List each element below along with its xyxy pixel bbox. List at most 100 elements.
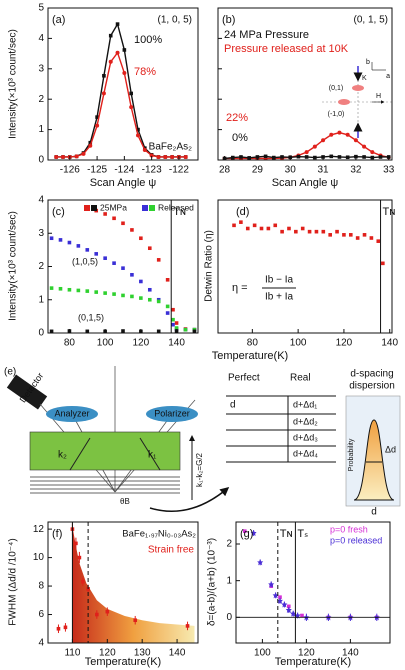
x-tick-label: 120	[99, 648, 116, 659]
panel-label: (g)	[240, 528, 253, 540]
marker	[348, 233, 353, 237]
marker	[147, 246, 152, 251]
plot-area	[54, 22, 188, 159]
axes-frame	[217, 199, 393, 334]
marker	[139, 236, 143, 241]
marker	[103, 291, 107, 295]
marker	[77, 555, 82, 560]
marker	[136, 127, 140, 132]
marker	[250, 530, 257, 536]
marker	[355, 236, 360, 240]
planes	[226, 395, 336, 463]
x-tick-label: 33	[383, 165, 395, 176]
marker	[280, 229, 284, 234]
marker	[362, 233, 367, 237]
marker	[54, 154, 59, 159]
marker	[136, 133, 140, 138]
x-tick-label: 140	[342, 648, 359, 659]
marker	[94, 290, 99, 294]
y-axis-label: δ=(a-b)/(a+b) (10⁻³)	[207, 538, 218, 626]
annotation: (1, 0, 5)	[158, 15, 192, 26]
marker	[252, 223, 257, 228]
y-tick-label: 2	[38, 261, 44, 272]
marker	[345, 132, 350, 137]
annotation: (0,1,5)	[78, 312, 104, 322]
plot-area	[56, 523, 195, 643]
real-label: Real	[290, 373, 311, 384]
annotation: Ib − Ia	[265, 275, 294, 286]
marker	[85, 289, 90, 293]
marker	[266, 226, 271, 231]
analyzer-label: Analyzer	[54, 408, 89, 418]
chart: 28 29 30 31 32 33 (0, 1, 5) 24 MPa Pressure Pres…	[217, 7, 395, 189]
plot-area	[49, 205, 197, 333]
marker	[342, 233, 346, 237]
marker	[76, 244, 81, 248]
annotation: 22%	[226, 112, 248, 124]
distribution	[353, 419, 395, 501]
chart: 80 100 120 140 Tɴ η = Ib − Ia Ib + Ia (d) Tempera…	[204, 199, 398, 362]
marker	[280, 155, 284, 159]
marker	[376, 239, 381, 243]
x-tick-label: 120	[298, 648, 315, 659]
marker	[192, 329, 197, 333]
marker	[329, 132, 334, 137]
line	[56, 22, 186, 158]
x-tick-label: 140	[381, 338, 398, 349]
marker	[312, 144, 317, 149]
x-tick-label: -122	[169, 165, 189, 176]
y-tick-label: 0	[226, 612, 232, 623]
marker	[300, 226, 305, 231]
annotation: 24 MPa Pressure	[224, 29, 309, 41]
y-tick-label: 0	[38, 155, 44, 166]
y-tick-label: 1	[226, 575, 232, 586]
marker	[287, 604, 291, 609]
marker	[232, 223, 236, 228]
marker	[294, 229, 298, 234]
legend-swatch	[84, 205, 90, 211]
marker	[149, 153, 154, 158]
marker	[185, 624, 190, 628]
marker	[230, 155, 235, 160]
marker	[369, 236, 374, 240]
dispersion-label: d-spacing	[350, 369, 393, 380]
marker	[277, 597, 283, 604]
marker	[95, 612, 99, 617]
marker	[108, 59, 113, 64]
annotation: 78%	[134, 66, 156, 78]
marker	[112, 216, 116, 221]
marker	[49, 236, 54, 241]
marker	[278, 595, 282, 599]
marker	[61, 154, 65, 159]
annotation: η =	[232, 282, 248, 294]
y-tick-label: 1	[38, 294, 44, 305]
y-axis-label: Detwin Ratio (η)	[204, 230, 215, 302]
y-tick-label: 4	[38, 195, 44, 206]
marker	[105, 609, 110, 614]
marker	[313, 155, 317, 160]
marker	[156, 329, 161, 333]
marker	[156, 154, 161, 159]
axes-frame	[47, 7, 199, 161]
reference-label: Tɴ	[280, 528, 293, 540]
marker	[139, 296, 143, 300]
perfect-label: Perfect	[228, 373, 260, 384]
marker	[76, 288, 81, 293]
marker	[88, 140, 93, 145]
marker	[102, 73, 106, 78]
marker	[121, 266, 125, 270]
vector-label: k₁-k₂=G/2	[195, 452, 204, 487]
d-axis-label: d	[371, 507, 377, 518]
detector	[6, 374, 48, 410]
marker	[147, 287, 152, 292]
panel-label: (b)	[222, 14, 235, 26]
annotation: K	[362, 75, 367, 82]
marker	[370, 150, 375, 155]
theta-label: θB	[120, 497, 130, 506]
y-tick-label: 2	[38, 94, 44, 105]
marker	[130, 228, 134, 232]
marker	[85, 329, 90, 333]
marker	[56, 626, 61, 631]
marker	[85, 248, 90, 252]
